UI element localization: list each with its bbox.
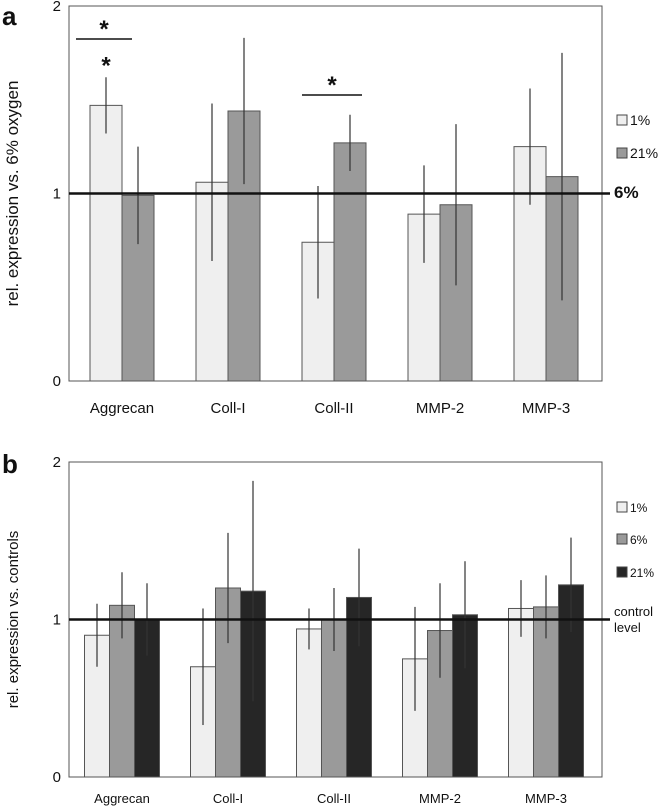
category-label: MMP-2 (416, 400, 464, 417)
y-tick-label: 2 (53, 454, 61, 471)
category-label: Coll-I (210, 400, 245, 417)
category-label: Aggrecan (94, 791, 150, 806)
category-label: MMP-2 (419, 791, 461, 806)
category-label: Coll-I (213, 791, 243, 806)
y-tick-label: 1 (53, 186, 61, 203)
y-axis-label: rel. expression vs. 6% oxygen (3, 81, 22, 307)
panel-b-chart: b 0 1 2 rel. expression vs. controls Aggrecan… (2, 449, 654, 806)
y-tick-label: 1 (53, 612, 61, 629)
y-tick-label: 0 (53, 373, 61, 390)
panel-label: b (2, 449, 18, 479)
y-tick-label: 2 (53, 0, 61, 15)
panel-label: a (2, 1, 17, 31)
category-label: Aggrecan (90, 400, 154, 417)
category-label: MMP-3 (525, 791, 567, 806)
category-label: MMP-3 (522, 400, 570, 417)
legend-swatch (616, 147, 628, 159)
bar (227, 110, 261, 382)
y-tick-label: 0 (53, 769, 61, 786)
legend-swatch (616, 501, 628, 513)
reference-line-label: level (614, 620, 641, 635)
legend-label: 21% (630, 145, 658, 161)
legend-swatch (616, 566, 628, 578)
reference-line-label: control (614, 604, 653, 619)
legend-swatch (616, 533, 628, 545)
bar (439, 204, 473, 382)
legend-label: 6% (630, 533, 648, 547)
y-axis-label: rel. expression vs. controls (5, 531, 22, 709)
significance-star: * (99, 16, 109, 43)
bar (333, 142, 367, 382)
legend-swatch (616, 114, 628, 126)
significance-star: * (327, 72, 337, 99)
legend-label: 1% (630, 501, 648, 515)
panel-a-chart: a 0 1 2 rel. expression vs. 6% oxygen Aggreca… (2, 0, 658, 417)
category-label: Coll-II (314, 400, 353, 417)
legend-label: 21% (630, 566, 654, 580)
bar (296, 628, 322, 778)
significance-star: * (101, 52, 111, 79)
reference-line-label: 6% (614, 183, 639, 202)
category-label: Coll-II (317, 791, 351, 806)
bar (89, 104, 123, 382)
legend-label: 1% (630, 112, 650, 128)
